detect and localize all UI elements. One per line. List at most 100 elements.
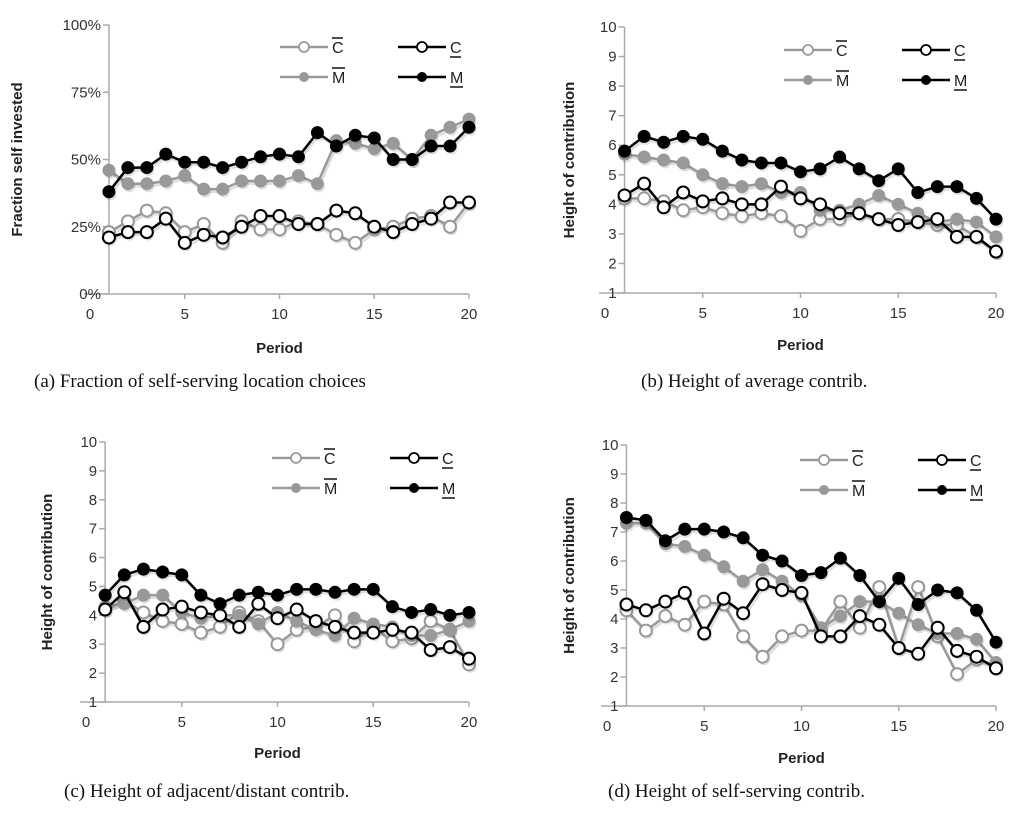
data-point bbox=[891, 641, 906, 655]
data-point bbox=[121, 161, 135, 175]
data-point bbox=[756, 548, 770, 562]
data-point bbox=[178, 169, 192, 183]
y-tick-label: 75% bbox=[71, 84, 101, 101]
chart-d: 1 2 3 4 5 6 7 8 9 10 0 5 10 15 20 Period Height of contr… bbox=[561, 437, 1004, 767]
data-point bbox=[833, 551, 847, 565]
data-point bbox=[405, 153, 419, 166]
legend-marker bbox=[298, 41, 310, 53]
data-point bbox=[638, 623, 653, 638]
legend: C CM M bbox=[272, 448, 455, 499]
data-point bbox=[950, 667, 965, 682]
legend-item-m-bar: M bbox=[280, 67, 345, 87]
legend-item-m-under: M bbox=[902, 73, 967, 91]
data-point bbox=[136, 605, 151, 620]
legend-item-c-bar: C bbox=[272, 448, 336, 468]
legend: C CM M bbox=[800, 450, 983, 501]
data-point bbox=[911, 618, 925, 632]
data-point bbox=[216, 182, 230, 196]
data-point bbox=[328, 585, 342, 599]
y-tick-label: 9 bbox=[608, 49, 616, 66]
data-point bbox=[755, 649, 770, 664]
data-point bbox=[735, 153, 749, 167]
y-axis-title: Height of contribution bbox=[561, 497, 578, 654]
data-point bbox=[235, 174, 249, 188]
x-tick-label: 5 bbox=[181, 306, 189, 323]
y-tick-label: 10 bbox=[80, 434, 97, 451]
data-point bbox=[676, 156, 690, 170]
y-tick-label: 3 bbox=[610, 640, 618, 657]
data-point bbox=[970, 603, 984, 617]
data-point bbox=[291, 150, 305, 164]
data-point bbox=[892, 571, 906, 585]
y-tick-label: 2 bbox=[89, 665, 97, 682]
legend-item-m-under: M bbox=[918, 483, 983, 501]
data-point bbox=[309, 582, 323, 596]
data-point bbox=[232, 619, 247, 634]
y-tick-label: 1 bbox=[89, 694, 97, 711]
y-tick-label: 7 bbox=[89, 521, 97, 538]
x-tick-label: 20 bbox=[461, 306, 478, 323]
y-tick-label: 5 bbox=[608, 167, 616, 184]
data-point bbox=[140, 161, 154, 175]
data-point bbox=[989, 230, 1003, 244]
data-point bbox=[159, 147, 173, 161]
data-point bbox=[677, 617, 692, 632]
chart-panel-c: 1 2 3 4 5 6 7 8 9 10 0 5 10 15 20 Period Height of contr… bbox=[0, 420, 512, 822]
data-point bbox=[193, 625, 208, 640]
y-tick-label: 7 bbox=[610, 524, 618, 541]
legend-label: M bbox=[332, 70, 345, 87]
data-point bbox=[251, 585, 265, 599]
x-axis-title: Period bbox=[778, 750, 825, 767]
data-point bbox=[891, 162, 905, 176]
legend-label: M bbox=[324, 481, 337, 498]
x-tick-label: 0 bbox=[82, 714, 90, 731]
data-point bbox=[273, 174, 286, 188]
y-axis-title: Fraction self invested bbox=[9, 82, 26, 236]
data-point bbox=[715, 177, 729, 191]
data-point bbox=[637, 191, 652, 206]
chart-a: 0% 25% 50% 75% 100% 0 5 10 15 20 Period Fraction se… bbox=[9, 17, 478, 357]
data-point bbox=[756, 563, 770, 577]
data-point bbox=[289, 602, 304, 617]
x-tick-label: 15 bbox=[366, 306, 383, 323]
series-m-under bbox=[98, 562, 477, 624]
legend-item-m-bar: M bbox=[784, 70, 849, 90]
chart-c: 1 2 3 4 5 6 7 8 9 10 0 5 10 15 20 Period Height of contr… bbox=[39, 434, 477, 762]
x-tick-label: 10 bbox=[271, 306, 288, 323]
data-point bbox=[271, 588, 284, 602]
data-point bbox=[385, 600, 399, 614]
legend-marker bbox=[408, 452, 420, 464]
data-point bbox=[657, 135, 671, 149]
data-point bbox=[139, 203, 154, 218]
data-point bbox=[794, 623, 809, 638]
data-point bbox=[755, 577, 770, 592]
legend-label: C bbox=[836, 43, 848, 60]
data-point bbox=[329, 139, 343, 153]
data-point bbox=[736, 531, 750, 545]
data-point bbox=[310, 126, 324, 140]
data-point bbox=[813, 162, 827, 176]
data-point bbox=[852, 206, 867, 221]
y-tick-label: 2 bbox=[610, 669, 618, 686]
data-point bbox=[872, 617, 887, 632]
data-point bbox=[348, 235, 363, 250]
data-point bbox=[348, 206, 363, 221]
data-point bbox=[637, 176, 652, 191]
data-point bbox=[443, 219, 458, 234]
y-tick-label: 5 bbox=[89, 578, 97, 595]
legend: C CM M bbox=[280, 37, 463, 88]
data-point bbox=[639, 513, 653, 527]
data-point bbox=[121, 177, 135, 191]
data-point bbox=[697, 594, 712, 609]
x-axis-title: Period bbox=[254, 745, 301, 762]
data-point bbox=[658, 609, 673, 624]
data-point bbox=[950, 180, 964, 194]
y-tick-label: 6 bbox=[610, 553, 618, 570]
legend-label: M bbox=[450, 70, 463, 87]
data-point bbox=[405, 605, 419, 619]
data-point bbox=[619, 597, 634, 612]
data-point bbox=[795, 569, 808, 582]
x-tick-label: 0 bbox=[86, 306, 94, 323]
legend-marker bbox=[921, 75, 931, 85]
y-tick-label: 3 bbox=[608, 226, 616, 243]
